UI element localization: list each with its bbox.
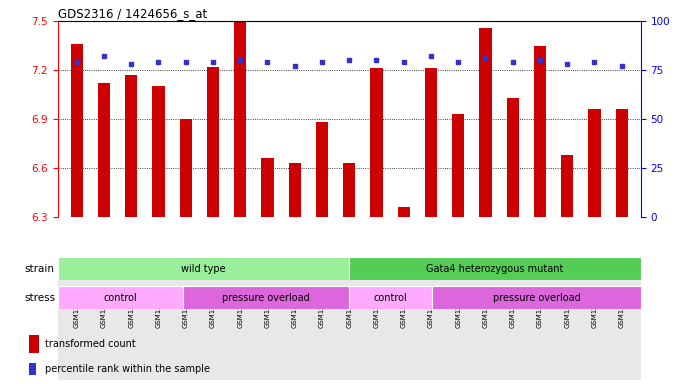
Text: GSM126913: GSM126913 <box>455 285 461 328</box>
Text: pressure overload: pressure overload <box>493 293 580 303</box>
Text: GDS2316 / 1424656_s_at: GDS2316 / 1424656_s_at <box>58 7 207 20</box>
Text: GSM126908: GSM126908 <box>319 285 325 328</box>
Bar <box>397 207 410 217</box>
Bar <box>433 286 641 309</box>
Bar <box>58 280 641 380</box>
Text: GSM126902: GSM126902 <box>155 285 161 328</box>
Bar <box>561 155 574 217</box>
Text: GSM126904: GSM126904 <box>210 285 216 328</box>
Bar <box>71 44 83 217</box>
Bar <box>58 257 349 280</box>
Bar <box>349 286 433 309</box>
Text: GSM126909: GSM126909 <box>346 285 352 328</box>
Text: transformed count: transformed count <box>45 339 136 349</box>
Text: GSM126905: GSM126905 <box>237 285 243 328</box>
Text: control: control <box>374 293 407 303</box>
Bar <box>207 67 219 217</box>
Bar <box>182 286 349 309</box>
Text: GSM126907: GSM126907 <box>292 285 298 328</box>
Bar <box>479 28 492 217</box>
Bar <box>234 21 246 217</box>
Text: GSM126912: GSM126912 <box>428 285 434 328</box>
Bar <box>349 257 641 280</box>
Text: stress: stress <box>24 293 56 303</box>
Bar <box>153 86 165 217</box>
Text: GSM126914: GSM126914 <box>483 285 488 328</box>
Bar <box>180 119 192 217</box>
Text: GSM126917: GSM126917 <box>564 285 570 328</box>
Text: GSM126916: GSM126916 <box>537 285 543 328</box>
Text: Gata4 heterozygous mutant: Gata4 heterozygous mutant <box>426 264 563 274</box>
Text: GSM126895: GSM126895 <box>74 285 80 328</box>
Bar <box>534 46 546 217</box>
Text: wild type: wild type <box>181 264 226 274</box>
Bar <box>370 68 382 217</box>
Bar <box>506 98 519 217</box>
Text: percentile rank within the sample: percentile rank within the sample <box>45 364 210 374</box>
Text: GSM126919: GSM126919 <box>618 285 624 328</box>
Bar <box>452 114 464 217</box>
Text: GSM126903: GSM126903 <box>182 285 188 328</box>
Text: GSM126911: GSM126911 <box>401 285 407 328</box>
Text: pressure overload: pressure overload <box>222 293 310 303</box>
Bar <box>589 109 601 217</box>
Text: strain: strain <box>24 264 54 274</box>
Text: GSM126906: GSM126906 <box>264 285 271 328</box>
Bar <box>425 68 437 217</box>
Bar <box>29 335 39 353</box>
Text: GSM126915: GSM126915 <box>510 285 516 328</box>
Bar <box>343 163 355 217</box>
Bar <box>616 109 628 217</box>
Text: GSM126910: GSM126910 <box>374 285 380 328</box>
Bar <box>98 83 110 217</box>
Text: GSM126918: GSM126918 <box>591 285 597 328</box>
Bar <box>261 158 273 217</box>
Bar <box>289 163 301 217</box>
Text: GSM126898: GSM126898 <box>101 285 107 328</box>
Text: control: control <box>103 293 137 303</box>
Bar <box>58 286 182 309</box>
Bar <box>29 362 37 375</box>
Bar <box>316 122 328 217</box>
Text: GSM126901: GSM126901 <box>128 285 134 328</box>
Bar <box>125 75 138 217</box>
